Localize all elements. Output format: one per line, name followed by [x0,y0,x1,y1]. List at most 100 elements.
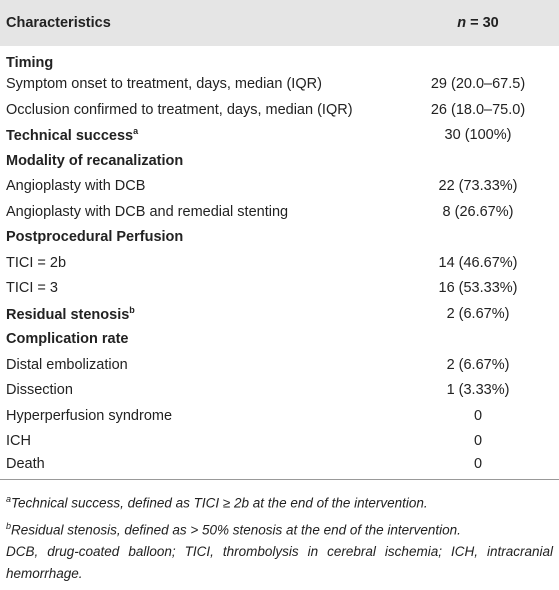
row-label: Complication rate [6,331,129,348]
row-value-cell: 8 (26.67%) [397,199,559,225]
row-value-cell: 0 [397,429,559,455]
row-value: 2 (6.67%) [446,305,510,322]
row-label: Death [6,455,45,472]
table-row: Distal embolization 2 (6.67%) [0,352,559,378]
row-value: 1 (3.33%) [446,382,510,399]
row-value-cell: 30 (100%) [397,123,559,149]
row-label: Angioplasty with DCB [6,178,146,195]
row-value: 16 (53.33%) [438,280,518,297]
footnote-marker: a [133,126,139,137]
row-value-cell [397,148,559,174]
row-value-cell [397,225,559,251]
row-label: TICI = 2b [6,254,67,271]
header-rest: = 30 [470,15,499,31]
header-label: Characteristics [6,15,111,31]
row-label-cell: Dissection [0,378,397,404]
row-value-cell: 0 [397,403,559,429]
table-row: Hyperperfusion syndrome 0 [0,403,559,429]
footnote-marker: a [6,494,12,504]
footnote-marker: b [6,520,12,531]
row-label-cell: Postprocedural Perfusion [0,225,397,251]
table-row: Angioplasty with DCB 22 (73.33%) [0,174,559,200]
row-label-cell: Complication rate [0,327,397,353]
header-row: Characteristics n = 30 [0,0,559,46]
row-value-cell: 26 (18.0–75.0) [397,97,559,123]
row-value: 8 (26.67%) [442,203,514,220]
row-label: Occlusion confirmed to treatment, days, … [6,101,353,118]
row-label: TICI = 3 [6,280,58,297]
row-value: 0 [473,407,483,424]
row-label-cell: Occlusion confirmed to treatment, days, … [0,97,397,123]
table-row: Dissection 1 (3.33%) [0,378,559,404]
row-label-cell: Angioplasty with DCB [0,174,397,200]
row-value: 14 (46.67%) [438,254,518,271]
table-body: Timing Symptom onset to treatment, days, … [0,46,559,480]
row-label-cell: Distal embolization [0,352,397,378]
row-value-cell: 29 (20.0–67.5) [397,72,559,98]
row-label-cell: Technical successa [0,123,397,149]
table-row: Timing [0,46,559,72]
row-label: Dissection [6,382,73,399]
footnote: DCB, drug-coated balloon; TICI, thrombol… [6,541,553,585]
row-label: Symptom onset to treatment, days, median… [6,76,322,93]
footnote: bResidual stenosis, defined as > 50% ste… [6,515,553,542]
table: Characteristics n = 30 Timing Symptom ons… [0,0,559,480]
row-value-cell: 2 (6.67%) [397,352,559,378]
header-value: n = 30 [397,0,559,46]
table-row: ICH 0 [0,429,559,455]
row-label: Hyperperfusion syndrome [6,407,173,424]
footnote-text: Technical success, defined as TICI ≥ 2b … [11,495,428,511]
row-value: 22 (73.33%) [438,178,518,195]
table-row: Modality of recanalization [0,148,559,174]
table-row: Symptom onset to treatment, days, median… [0,72,559,98]
footnote: aTechnical success, defined as TICI ≥ 2b… [6,488,553,515]
row-value-cell: 22 (73.33%) [397,174,559,200]
footnote-marker: b [129,304,135,315]
table-row: Postprocedural Perfusion [0,225,559,251]
table-row: Angioplasty with DCB and remedial stenti… [0,199,559,225]
row-label-cell: Symptom onset to treatment, days, median… [0,72,397,98]
row-label-cell: Modality of recanalization [0,148,397,174]
row-value: 0 [473,455,483,472]
row-value-cell: 0 [397,454,559,480]
row-label-cell: Timing [0,46,397,72]
row-label-cell: TICI = 2b [0,250,397,276]
table-row: TICI = 2b 14 (46.67%) [0,250,559,276]
row-label-cell: Angioplasty with DCB and remedial stenti… [0,199,397,225]
row-label: Residual stenosis [6,306,130,323]
row-value: 2 (6.67%) [446,356,510,373]
table-row: Occlusion confirmed to treatment, days, … [0,97,559,123]
row-value: 26 (18.0–75.0) [430,101,526,118]
header-var: n [457,15,467,31]
table-row: TICI = 3 16 (53.33%) [0,276,559,302]
row-label-cell: Death [0,454,397,480]
row-value-cell: 2 (6.67%) [397,301,559,327]
row-value-cell: 16 (53.33%) [397,276,559,302]
row-value-cell [397,46,559,72]
row-value-cell: 1 (3.33%) [397,378,559,404]
row-value-cell: 14 (46.67%) [397,250,559,276]
table-row: Death 0 [0,454,559,480]
row-label: Technical success [6,128,134,145]
row-label-cell: TICI = 3 [0,276,397,302]
row-label-cell: Hyperperfusion syndrome [0,403,397,429]
row-value: 30 (100%) [444,127,512,144]
row-label: Distal embolization [6,356,128,373]
row-label: Postprocedural Perfusion [6,229,184,246]
row-label-cell: ICH [0,429,397,455]
footnotes: aTechnical success, defined as TICI ≥ 2b… [0,480,559,585]
table-row: Complication rate [0,327,559,353]
footnote-text: Residual stenosis, defined as > 50% sten… [11,522,461,537]
footnote-text: DCB, drug-coated balloon; TICI, thrombol… [6,544,553,581]
row-label: Angioplasty with DCB and remedial stenti… [6,203,289,220]
row-label: Timing [6,54,54,71]
row-label: ICH [6,433,31,450]
row-label: Modality of recanalization [6,152,184,169]
row-value: 0 [473,433,483,450]
table-row: Residual stenosisb 2 (6.67%) [0,301,559,327]
row-value: 29 (20.0–67.5) [430,76,526,93]
row-label-cell: Residual stenosisb [0,301,397,327]
table-row: Technical successa 30 (100%) [0,123,559,149]
row-value-cell [397,327,559,353]
